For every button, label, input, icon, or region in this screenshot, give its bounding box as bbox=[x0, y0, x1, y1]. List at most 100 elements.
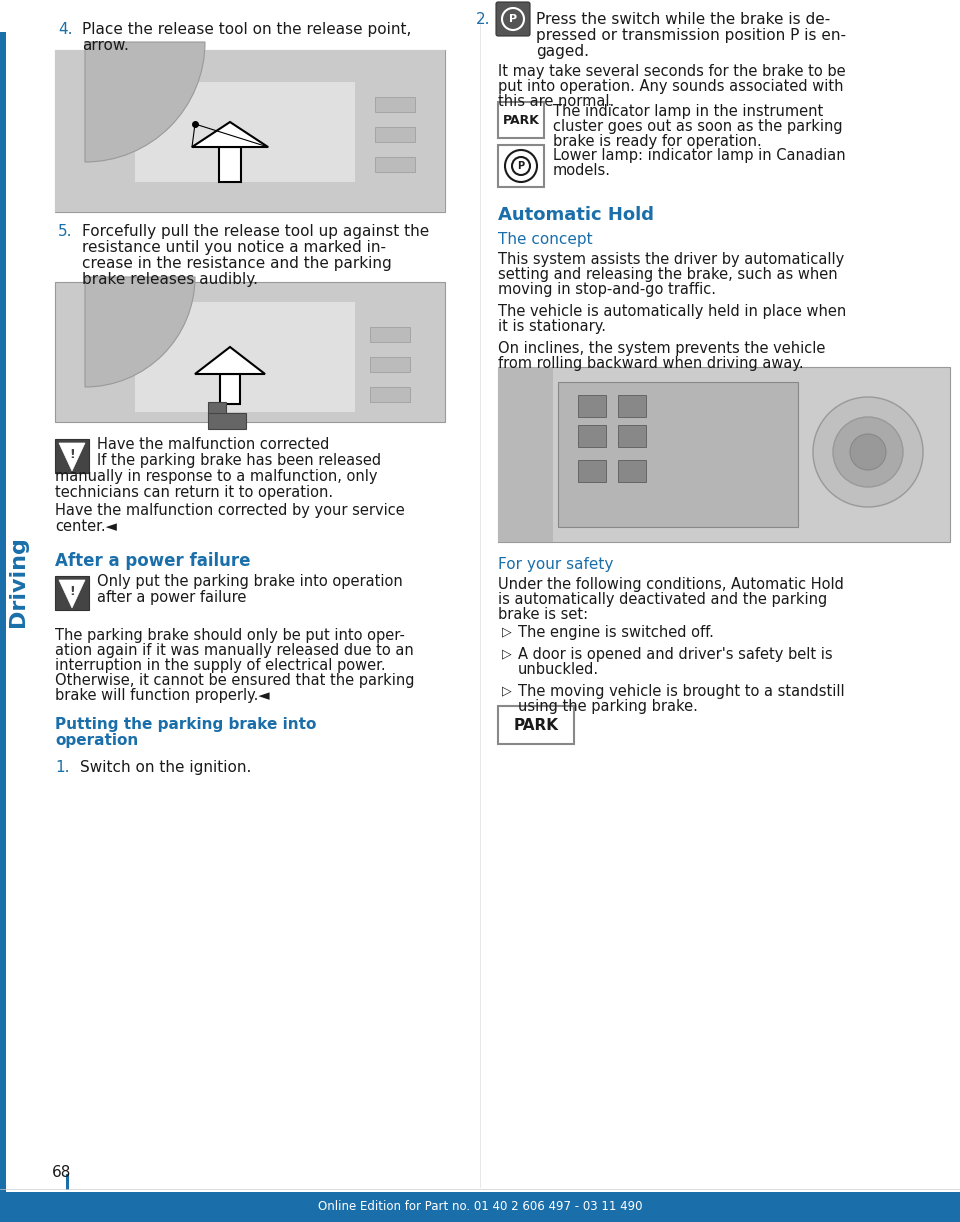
Text: manually in response to a malfunction, only: manually in response to a malfunction, o… bbox=[55, 469, 377, 484]
Text: The moving vehicle is brought to a standstill: The moving vehicle is brought to a stand… bbox=[518, 684, 845, 699]
Bar bbox=[558, 382, 798, 527]
Bar bbox=[55, 439, 89, 473]
Text: models.: models. bbox=[553, 163, 611, 178]
Text: P: P bbox=[509, 13, 517, 24]
Text: 4.: 4. bbox=[58, 22, 73, 37]
Text: P: P bbox=[517, 161, 524, 171]
Text: resistance until you notice a marked in-: resistance until you notice a marked in- bbox=[82, 240, 386, 255]
Text: 2.: 2. bbox=[476, 12, 491, 27]
Text: it is stationary.: it is stationary. bbox=[498, 319, 606, 334]
Bar bbox=[578, 395, 606, 417]
Text: Forcefully pull the release tool up against the: Forcefully pull the release tool up agai… bbox=[82, 224, 429, 240]
Bar bbox=[578, 459, 606, 481]
Bar bbox=[220, 374, 240, 404]
Text: After a power failure: After a power failure bbox=[55, 552, 251, 569]
Text: This system assists the driver by automatically: This system assists the driver by automa… bbox=[498, 252, 844, 266]
Text: crease in the resistance and the parking: crease in the resistance and the parking bbox=[82, 255, 392, 271]
Text: brake releases audibly.: brake releases audibly. bbox=[82, 273, 258, 287]
Text: arrow.: arrow. bbox=[82, 38, 129, 53]
Text: The concept: The concept bbox=[498, 232, 592, 247]
Polygon shape bbox=[192, 122, 268, 147]
Bar bbox=[135, 82, 355, 182]
Bar bbox=[370, 387, 410, 402]
Bar bbox=[375, 156, 415, 172]
Bar bbox=[618, 395, 646, 417]
Bar bbox=[498, 367, 553, 543]
Bar bbox=[55, 282, 445, 422]
Bar bbox=[55, 50, 445, 211]
Bar bbox=[370, 327, 410, 342]
Text: Under the following conditions, Automatic Hold: Under the following conditions, Automati… bbox=[498, 577, 844, 591]
Bar bbox=[498, 145, 544, 187]
Text: 1.: 1. bbox=[55, 760, 69, 775]
Text: operation: operation bbox=[55, 733, 138, 748]
Bar bbox=[55, 576, 89, 610]
Circle shape bbox=[833, 417, 903, 488]
Text: interruption in the supply of electrical power.: interruption in the supply of electrical… bbox=[55, 657, 386, 673]
Wedge shape bbox=[85, 277, 195, 387]
Bar bbox=[55, 50, 445, 211]
Bar bbox=[208, 413, 246, 429]
Text: Press the switch while the brake is de-: Press the switch while the brake is de- bbox=[536, 12, 830, 27]
Text: Putting the parking brake into: Putting the parking brake into bbox=[55, 717, 317, 732]
Polygon shape bbox=[59, 444, 85, 470]
Text: brake is set:: brake is set: bbox=[498, 607, 588, 622]
Text: using the parking brake.: using the parking brake. bbox=[518, 699, 698, 714]
Bar bbox=[219, 147, 241, 182]
Text: Automatic Hold: Automatic Hold bbox=[498, 207, 654, 224]
Text: Online Edition for Part no. 01 40 2 606 497 - 03 11 490: Online Edition for Part no. 01 40 2 606 … bbox=[318, 1200, 642, 1213]
Bar bbox=[66, 1174, 69, 1190]
Text: brake will function properly.◄: brake will function properly.◄ bbox=[55, 688, 270, 703]
FancyBboxPatch shape bbox=[496, 2, 530, 35]
Text: ation again if it was manually released due to an: ation again if it was manually released … bbox=[55, 643, 414, 657]
Text: pressed or transmission position P is en-: pressed or transmission position P is en… bbox=[536, 28, 846, 43]
Text: Only put the parking brake into operation: Only put the parking brake into operatio… bbox=[97, 574, 403, 589]
Bar bbox=[375, 127, 415, 142]
Text: Have the malfunction corrected by your service: Have the malfunction corrected by your s… bbox=[55, 503, 405, 518]
Circle shape bbox=[813, 397, 923, 507]
Text: Lower lamp: indicator lamp in Canadian: Lower lamp: indicator lamp in Canadian bbox=[553, 148, 846, 163]
Text: is automatically deactivated and the parking: is automatically deactivated and the par… bbox=[498, 591, 828, 607]
Text: moving in stop-and-go traffic.: moving in stop-and-go traffic. bbox=[498, 282, 716, 297]
Text: The indicator lamp in the instrument: The indicator lamp in the instrument bbox=[553, 104, 824, 119]
Text: Place the release tool on the release point,: Place the release tool on the release po… bbox=[82, 22, 412, 37]
Text: brake is ready for operation.: brake is ready for operation. bbox=[553, 134, 761, 149]
Text: A door is opened and driver's safety belt is: A door is opened and driver's safety bel… bbox=[518, 646, 832, 662]
Text: PARK: PARK bbox=[503, 114, 540, 127]
Text: On inclines, the system prevents the vehicle: On inclines, the system prevents the veh… bbox=[498, 341, 826, 356]
Polygon shape bbox=[59, 580, 85, 609]
Polygon shape bbox=[195, 347, 265, 374]
Text: cluster goes out as soon as the parking: cluster goes out as soon as the parking bbox=[553, 119, 843, 134]
Circle shape bbox=[850, 434, 886, 470]
Bar bbox=[498, 367, 950, 543]
Bar bbox=[0, 1191, 960, 1222]
Bar bbox=[208, 402, 226, 414]
Text: ▷: ▷ bbox=[502, 646, 512, 660]
Text: after a power failure: after a power failure bbox=[97, 590, 247, 605]
Text: this are normal.: this are normal. bbox=[498, 94, 614, 109]
Bar bbox=[578, 425, 606, 447]
Text: technicians can return it to operation.: technicians can return it to operation. bbox=[55, 485, 333, 500]
Text: If the parking brake has been released: If the parking brake has been released bbox=[97, 453, 381, 468]
Bar bbox=[375, 97, 415, 112]
Text: from rolling backward when driving away.: from rolling backward when driving away. bbox=[498, 356, 804, 371]
Bar bbox=[0, 32, 6, 1191]
Text: The parking brake should only be put into oper-: The parking brake should only be put int… bbox=[55, 628, 405, 643]
Text: For your safety: For your safety bbox=[498, 557, 613, 572]
Text: gaged.: gaged. bbox=[536, 44, 589, 59]
Text: !: ! bbox=[69, 448, 75, 461]
Text: The vehicle is automatically held in place when: The vehicle is automatically held in pla… bbox=[498, 304, 847, 319]
Bar bbox=[370, 357, 410, 371]
Text: The engine is switched off.: The engine is switched off. bbox=[518, 624, 714, 640]
Text: center.◄: center.◄ bbox=[55, 519, 117, 534]
Text: PARK: PARK bbox=[514, 717, 559, 732]
Text: Otherwise, it cannot be ensured that the parking: Otherwise, it cannot be ensured that the… bbox=[55, 673, 415, 688]
Text: Have the malfunction corrected: Have the malfunction corrected bbox=[97, 437, 329, 452]
Bar bbox=[498, 706, 574, 744]
Text: It may take several seconds for the brake to be: It may take several seconds for the brak… bbox=[498, 64, 846, 79]
Text: put into operation. Any sounds associated with: put into operation. Any sounds associate… bbox=[498, 79, 844, 94]
Text: 5.: 5. bbox=[58, 224, 73, 240]
Text: Switch on the ignition.: Switch on the ignition. bbox=[80, 760, 252, 775]
Bar bbox=[618, 425, 646, 447]
Text: ▷: ▷ bbox=[502, 684, 512, 697]
